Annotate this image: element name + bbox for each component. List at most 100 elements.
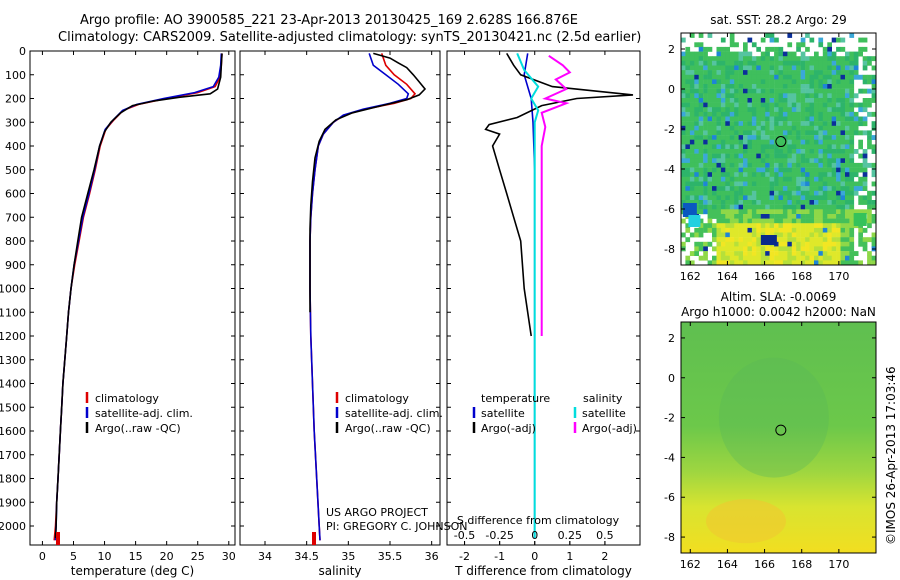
sst-cell	[734, 181, 739, 187]
sst-cell	[840, 98, 846, 103]
sal-tick-label: 0.25	[558, 529, 583, 542]
sst-cell	[818, 227, 824, 233]
sst-cell	[756, 232, 761, 238]
sst-cell	[681, 130, 686, 136]
sst-cell	[849, 84, 855, 89]
sst-cell	[831, 218, 837, 224]
sst-cell	[756, 116, 761, 122]
sst-cell	[738, 167, 744, 173]
sst-cell	[782, 176, 788, 182]
sst-cell	[698, 111, 704, 117]
sst-cell	[720, 158, 726, 164]
sst-cell	[822, 204, 828, 210]
sst-cell	[698, 56, 704, 62]
sst-cell	[836, 195, 841, 201]
sst-cell	[703, 84, 708, 89]
sst-cell	[694, 153, 699, 159]
sst-cell	[831, 149, 837, 154]
sst-cell	[867, 130, 872, 136]
sst-cell	[720, 102, 726, 108]
sst-cell	[729, 33, 735, 38]
sst-cell	[818, 251, 824, 256]
sst-cell	[840, 246, 846, 252]
sst-cell	[703, 200, 708, 205]
sst-cell	[862, 241, 868, 247]
sst-cell	[698, 74, 704, 80]
sst-cell	[831, 241, 837, 247]
sst-cell	[867, 139, 872, 145]
sst-cell	[716, 260, 722, 266]
sst-cell	[712, 84, 717, 89]
sst-cell	[787, 209, 793, 215]
sst-cell	[681, 84, 686, 89]
sst-cell	[689, 125, 695, 131]
sst-cell	[734, 232, 739, 238]
sst-cell	[774, 260, 779, 266]
sst-cell	[738, 223, 744, 229]
sst-cell	[751, 139, 757, 145]
sst-cell	[800, 251, 806, 256]
sst-cell	[849, 79, 855, 85]
sst-cell	[840, 153, 846, 159]
sst-cell	[760, 98, 766, 103]
sst-cell	[871, 172, 877, 178]
sst-cell	[712, 130, 717, 136]
sst-cell	[756, 158, 761, 164]
sst-cell	[734, 125, 739, 131]
sst-cell	[822, 153, 828, 159]
sst-cell	[769, 74, 775, 80]
sst-cell	[747, 93, 753, 99]
sst-cell	[729, 135, 735, 140]
sst-cell	[760, 107, 766, 113]
sst-cell	[814, 139, 819, 145]
sst-cell	[818, 255, 824, 261]
sst-cell	[800, 246, 806, 252]
sst-cell	[694, 98, 699, 103]
sst-cell	[681, 79, 686, 85]
sst-cell	[809, 65, 815, 71]
sst-cell	[689, 260, 695, 266]
sst-cell	[840, 139, 846, 145]
sst-cell	[703, 227, 708, 233]
sst-cell	[716, 102, 722, 108]
sst-cell	[778, 84, 784, 89]
sst-cell	[716, 195, 722, 201]
sst-cell	[831, 214, 837, 219]
legend-label: satellite	[582, 407, 626, 420]
sst-cell	[782, 135, 788, 140]
sst-cell	[827, 60, 832, 66]
sst-cell	[791, 84, 797, 89]
sst-cell	[774, 246, 779, 252]
sst-cell	[760, 56, 766, 62]
sst-cell	[800, 130, 806, 136]
sst-cell	[743, 70, 748, 75]
sst-cell	[698, 107, 704, 113]
sst-cell	[765, 139, 770, 145]
sst-cell	[867, 74, 872, 80]
sst-cell	[800, 102, 806, 108]
sst-cell	[681, 139, 686, 145]
sst-cell	[703, 255, 708, 261]
sst-cell	[867, 162, 872, 168]
sst-cell	[712, 144, 717, 150]
sst-cell	[818, 37, 824, 43]
sst-cell	[734, 255, 739, 261]
sst-cell	[831, 153, 837, 159]
sst-cell	[827, 98, 832, 103]
sst-cell	[787, 70, 793, 75]
sst-cell	[845, 251, 850, 256]
sst-cell	[765, 204, 770, 210]
sst-cell	[853, 56, 859, 62]
sst-cell	[707, 125, 713, 131]
sst-cell	[698, 209, 704, 215]
sst-cell	[698, 158, 704, 164]
sst-cell	[836, 107, 841, 113]
sst-cell	[694, 181, 699, 187]
sst-cell	[756, 135, 761, 140]
sst-cell	[689, 79, 695, 85]
sst-cell	[765, 144, 770, 150]
sst-cell	[782, 237, 788, 243]
sst-cell	[734, 176, 739, 182]
sst-cell	[707, 153, 713, 159]
sst-cell	[738, 79, 744, 85]
